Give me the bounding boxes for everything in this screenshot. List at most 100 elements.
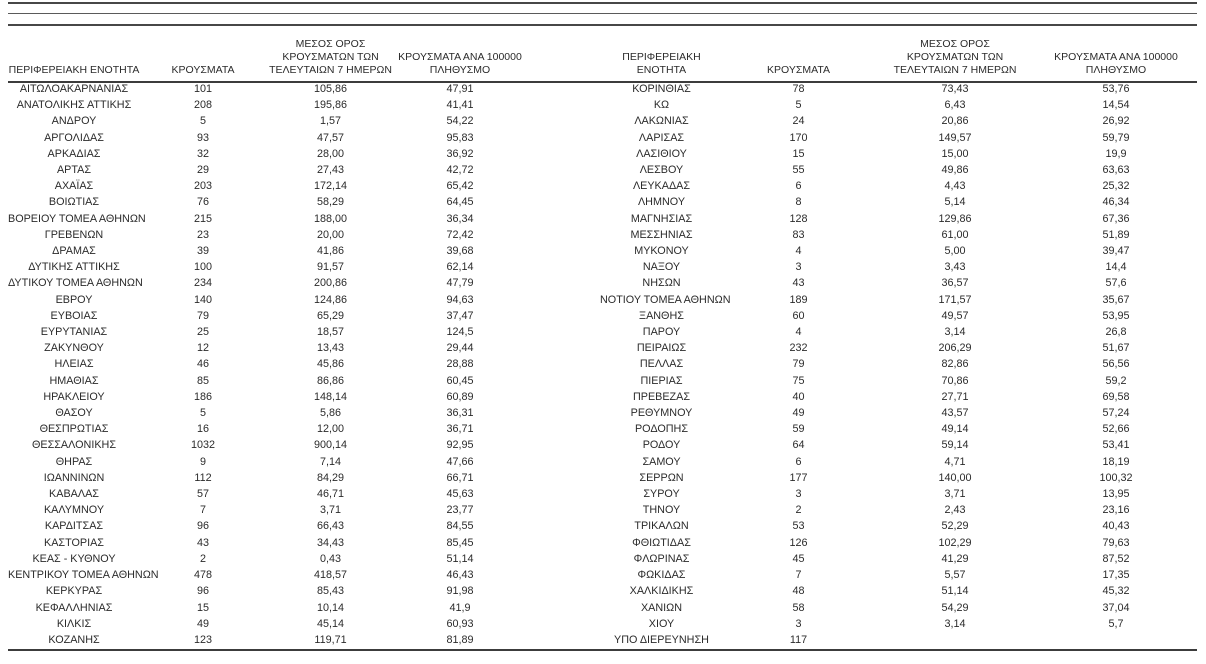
value-cell: 206,29	[938, 342, 972, 355]
value-cell: 189	[789, 293, 808, 306]
value-cell: 117	[789, 633, 808, 646]
value-cell: 123	[193, 633, 212, 646]
table-row: ΕΒΡΟΥ 140 124,86 94,63	[8, 292, 525, 308]
value-cell: 49,86	[941, 164, 969, 177]
value-cell: 17,35	[1102, 569, 1130, 582]
value-cell: 41,86	[316, 245, 345, 258]
table-row: ΔΡΑΜΑΣ 39 41,86 39,68	[8, 243, 525, 259]
value-cell: 4,71	[944, 455, 966, 468]
value-cell: 60,45	[446, 374, 474, 387]
table-row: ΜΑΓΝΗΣΙΑΣ 128 129,86 67,36	[600, 211, 1196, 227]
value-cell: 126	[789, 536, 808, 549]
table-row: ΝΑΞΟΥ 3 3,43 14,4	[600, 259, 1196, 275]
value-cell: 6,43	[944, 99, 966, 112]
table-row: ΚΕΝΤΡΙΚΟΥ ΤΟΜΕΑ ΑΘΗΝΩΝ 478 418,57 46,43	[8, 567, 525, 583]
value-cell: 45	[792, 552, 805, 565]
table-row: ΧΑΝΙΩΝ 58 54,29 37,04	[600, 600, 1196, 616]
value-cell: 41,41	[446, 99, 474, 112]
value-cell: 3,14	[944, 617, 966, 630]
value-cell: 171,57	[938, 293, 972, 306]
region-name-cell: ΥΠΟ ΔΙΕΡΕΥΝΗΣΗ	[614, 633, 709, 646]
table-row: ΘΕΣΣΑΛΟΝΙΚΗΣ 1032 900,14 92,95	[8, 437, 525, 453]
value-cell: 124,86	[313, 293, 348, 306]
table-row: ΑΡΚΑΔΙΑΣ 32 28,00 36,92	[8, 146, 525, 162]
table-header-right: ΠΕΡΙΦΕΡΕΙΑΚΗ ΕΝΟΤΗΤΑ ΚΡΟΥΣΜΑΤΑ ΜΕΣΟΣ ΟΡΟ…	[600, 27, 1196, 81]
value-cell: 58	[792, 601, 805, 614]
table-row: ΛΑΚΩΝΙΑΣ 24 20,86 26,92	[600, 113, 1196, 129]
value-cell: 100	[193, 261, 212, 274]
region-name-cell: ΜΕΣΣΗΝΙΑΣ	[630, 228, 693, 241]
value-cell: 93	[196, 131, 209, 144]
table-row: ΚΟΖΑΝΗΣ 123 119,71 81,89	[8, 632, 525, 648]
value-cell: 54,29	[941, 601, 969, 614]
value-cell: 36,71	[446, 423, 474, 436]
value-cell: 51,14	[941, 585, 969, 598]
value-cell: 86,86	[316, 374, 345, 387]
value-cell: 52,66	[1102, 423, 1130, 436]
value-cell: 140	[193, 293, 212, 306]
value-cell: 36,57	[941, 277, 969, 290]
value-cell: 188,00	[313, 212, 348, 225]
region-name-cell: ΘΕΣΠΡΩΤΙΑΣ	[39, 423, 109, 436]
value-cell: 15	[792, 147, 805, 160]
value-cell: 232	[789, 342, 808, 355]
region-name-cell: ΑΝΑΤΟΛΙΚΗΣ ΑΤΤΙΚΗΣ	[16, 99, 132, 112]
value-cell: 45,32	[1102, 585, 1130, 598]
value-cell: 47,66	[446, 455, 474, 468]
value-cell: 37,04	[1102, 601, 1130, 614]
value-cell: 47,57	[316, 131, 345, 144]
value-cell: 40,43	[1102, 520, 1130, 533]
table-row: ΧΑΛΚΙΔΙΚΗΣ 48 51,14 45,32	[600, 583, 1196, 599]
value-cell: 5,86	[319, 407, 341, 420]
table-header-left: ΠΕΡΙΦΕΡΕΙΑΚΗ ΕΝΟΤΗΤΑ ΚΡΟΥΣΜΑΤΑ ΜΕΣΟΣ ΟΡΟ…	[8, 27, 525, 81]
value-cell: 5,7	[1108, 617, 1124, 630]
value-cell: 66,71	[446, 471, 474, 484]
value-cell: 8	[795, 196, 802, 209]
value-cell: 27,71	[941, 390, 969, 403]
value-cell: 112	[194, 471, 212, 484]
value-cell: 59	[792, 423, 805, 436]
value-cell: 6	[795, 455, 802, 468]
value-cell: 23,77	[446, 504, 474, 517]
value-cell: 177	[789, 471, 808, 484]
region-name-cell: ΚΩ	[653, 99, 670, 112]
region-name-cell: ΔΥΤΙΚΗΣ ΑΤΤΙΚΗΣ	[28, 261, 120, 274]
table-row: ΣΑΜΟΥ 6 4,71 18,19	[600, 454, 1196, 470]
region-name-cell: ΣΕΡΡΩΝ	[639, 471, 684, 484]
value-cell: 208	[193, 99, 212, 112]
value-cell: 5	[199, 407, 206, 420]
table-row: ΛΑΡΙΣΑΣ 170 149,57 59,79	[600, 130, 1196, 146]
table-row: ΗΜΑΘΙΑΣ 85 86,86 60,45	[8, 373, 525, 389]
value-cell: 35,67	[1102, 293, 1130, 306]
region-name-cell: ΚΟΖΑΝΗΣ	[48, 633, 100, 646]
region-name-cell: ΔΥΤΙΚΟΥ ΤΟΜΕΑ ΑΘΗΝΩΝ	[8, 277, 143, 290]
value-cell: 418,57	[313, 569, 348, 582]
table-row: ΚΑΒΑΛΑΣ 57 46,71 45,63	[8, 486, 525, 502]
region-name-cell: ΡΟΔΟΥ	[642, 439, 681, 452]
value-cell	[1036, 632, 1196, 648]
value-cell: 27,43	[316, 164, 345, 177]
value-cell	[874, 632, 1036, 648]
value-cell: 92,95	[446, 439, 474, 452]
value-cell: 76	[196, 196, 209, 209]
value-cell: 3	[795, 488, 802, 501]
region-name-cell: ΗΡΑΚΛΕΙΟΥ	[43, 390, 105, 403]
value-cell: 200,86	[313, 277, 348, 290]
value-cell: 70,86	[941, 374, 969, 387]
table-row: ΚΕΑΣ - ΚΥΘΝΟΥ 2 0,43 51,14	[8, 551, 525, 567]
table-row: ΚΑΣΤΟΡΙΑΣ 43 34,43 85,45	[8, 535, 525, 551]
value-cell: 84,55	[446, 520, 474, 533]
value-cell: 23	[196, 228, 209, 241]
value-cell: 56,56	[1102, 358, 1130, 371]
value-cell: 140,00	[938, 471, 972, 484]
value-cell: 43	[792, 277, 805, 290]
value-cell: 53,76	[1102, 83, 1130, 95]
value-cell: 64	[792, 439, 805, 452]
value-cell: 65,42	[446, 180, 474, 193]
column-header-cases: ΚΡΟΥΣΜΑΤΑ	[767, 64, 830, 76]
value-cell: 5,14	[944, 196, 966, 209]
value-cell: 39	[196, 245, 209, 258]
value-cell: 49,57	[941, 309, 969, 322]
region-name-cell: ΚΕΑΣ - ΚΥΘΝΟΥ	[32, 552, 116, 565]
value-cell: 46	[196, 358, 209, 371]
